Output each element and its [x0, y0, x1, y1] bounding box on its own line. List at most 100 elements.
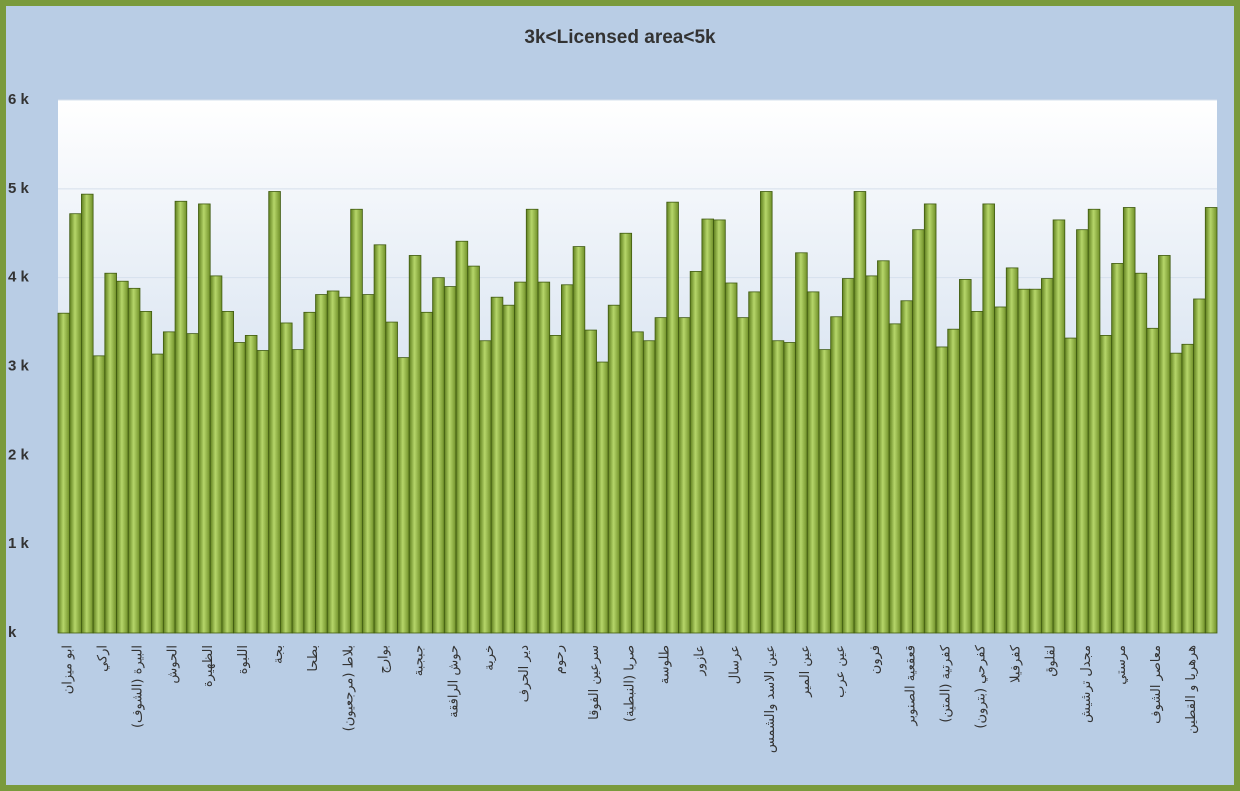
- bar: [736, 317, 750, 634]
- y-tick-label: 2 k: [8, 446, 30, 463]
- bar: [361, 294, 375, 634]
- bar: [467, 265, 480, 634]
- bar: [479, 340, 492, 634]
- bar: [432, 277, 445, 634]
- bar: [525, 208, 539, 634]
- bar: [853, 191, 867, 634]
- bar: [397, 357, 410, 634]
- bar: [1087, 208, 1101, 634]
- bar: [1146, 327, 1159, 634]
- y-tick-label: 5 k: [8, 180, 30, 197]
- x-tick-label: خربة: [482, 645, 497, 671]
- bar: [1052, 219, 1066, 634]
- bar: [900, 300, 914, 634]
- bar: [1158, 255, 1171, 634]
- bar: [689, 271, 703, 634]
- bar: [326, 290, 340, 634]
- x-tick-label: عين المير: [798, 645, 813, 698]
- bar: [408, 255, 422, 634]
- bar: [537, 281, 551, 634]
- bar: [490, 296, 504, 634]
- bar: [584, 329, 597, 634]
- x-tick-label: جبجبة: [412, 645, 427, 676]
- y-tick-label: 4 k: [8, 269, 30, 286]
- x-tick-label: رحوم: [552, 645, 567, 674]
- x-tick-label: عرسال: [728, 645, 743, 684]
- bar: [666, 201, 679, 634]
- bar: [268, 191, 281, 634]
- x-tick-label: مجدل ترشيش: [1079, 645, 1094, 723]
- bar: [912, 229, 925, 634]
- bar: [1181, 343, 1194, 634]
- bar: [186, 333, 199, 634]
- bar: [561, 284, 574, 634]
- bar: [280, 322, 293, 634]
- bar: [1040, 278, 1054, 634]
- x-tick-label: كفرفيلا: [1009, 644, 1024, 683]
- x-tick-label: عازور: [693, 645, 708, 677]
- bar: [642, 340, 656, 634]
- bar: [1005, 267, 1019, 634]
- bar: [795, 252, 808, 634]
- x-tick-label: ابو ميزان: [60, 645, 75, 694]
- bar: [291, 349, 305, 634]
- bar: [455, 240, 469, 634]
- bar: [350, 208, 363, 634]
- bar: [631, 331, 644, 634]
- bar: [244, 335, 258, 634]
- bar: [596, 361, 609, 634]
- x-tick-label: حوش الرافقة: [447, 645, 462, 718]
- y-tick-label: k: [8, 624, 17, 641]
- x-tick-label: الحوش: [166, 645, 181, 684]
- bar: [806, 291, 820, 634]
- bar: [1134, 272, 1148, 634]
- bar: [233, 342, 246, 634]
- bar: [947, 328, 960, 634]
- bar: [315, 294, 328, 634]
- bar: [830, 316, 843, 634]
- bar: [549, 335, 562, 634]
- bar: [841, 278, 855, 634]
- bar: [92, 355, 106, 634]
- bar: [923, 203, 937, 634]
- bar: [1169, 352, 1183, 634]
- x-tick-label: كفرحي (بترون): [974, 644, 989, 728]
- x-tick-label: بجة: [271, 645, 286, 664]
- x-tick-label: قعقعية الصنوبر: [903, 645, 918, 727]
- bar: [385, 321, 398, 634]
- bar: [888, 323, 902, 634]
- x-tick-label: بطحا: [306, 645, 321, 672]
- x-tick-label: الظهيرة: [201, 645, 216, 687]
- bar: [771, 340, 785, 634]
- x-tick-label: معاصر الشوف: [1149, 645, 1164, 724]
- bar: [701, 218, 714, 634]
- bar: [514, 281, 527, 634]
- x-tick-label: مرستي: [1114, 645, 1129, 685]
- bar: [420, 311, 434, 634]
- bar: [970, 311, 984, 634]
- bar: [303, 311, 316, 634]
- bar: [104, 272, 117, 634]
- bar: [654, 317, 668, 634]
- bar: [256, 350, 270, 634]
- bar: [221, 311, 235, 634]
- bar: [151, 353, 164, 634]
- bar: [69, 213, 82, 634]
- bar: [139, 311, 153, 634]
- bar: [162, 331, 176, 634]
- bar: [678, 317, 691, 634]
- x-tick-label: بوارج: [376, 645, 391, 674]
- bar: [174, 200, 188, 634]
- x-tick-label: دير الحرف: [517, 645, 532, 703]
- y-tick-label: 3 k: [8, 357, 30, 374]
- bar: [760, 191, 773, 634]
- x-tick-label: صربا (النبطية): [622, 645, 637, 722]
- bar: [572, 246, 586, 634]
- bar: [1099, 335, 1113, 634]
- y-tick-label: 1 k: [8, 535, 30, 552]
- x-tick-label: فرون: [868, 645, 883, 674]
- bar: [1122, 207, 1136, 634]
- bar: [1076, 229, 1089, 634]
- x-tick-label: عين عرب: [833, 645, 848, 698]
